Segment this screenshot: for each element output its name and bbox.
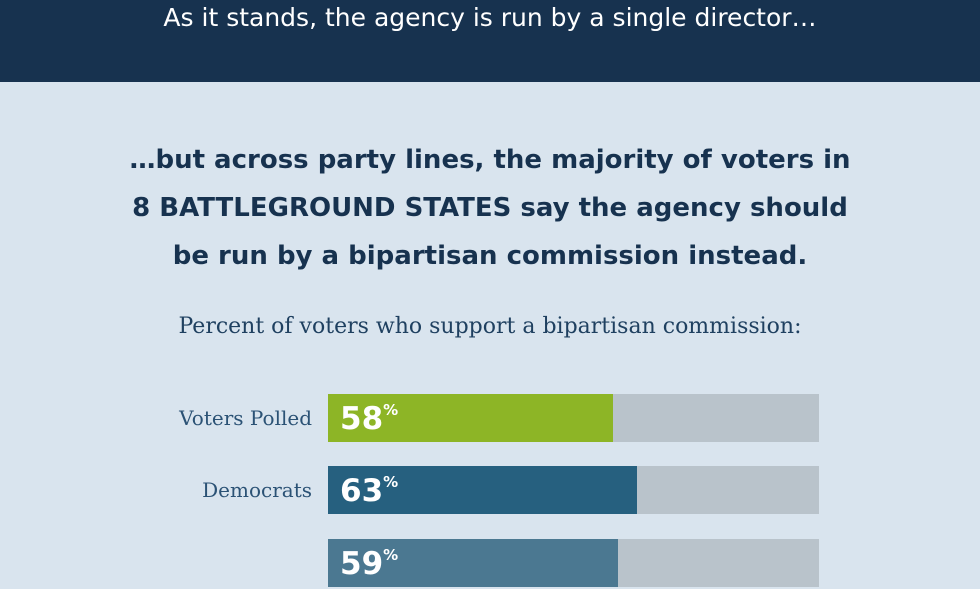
bar-row: Democrats 63%: [0, 466, 980, 514]
headline-line-2-rest: say the agency should: [511, 193, 848, 223]
bar-track: 63%: [328, 466, 819, 514]
headline-line-1: …but across party lines, the majority of…: [129, 145, 851, 175]
headline-emphasis: 8 BATTLEGROUND STATES: [132, 193, 512, 223]
data-label: 63%: [340, 473, 399, 509]
data-label: 58%: [340, 401, 399, 437]
bar-row: 59%: [0, 539, 980, 587]
category-label: Voters Polled: [179, 406, 312, 430]
headline-line-3: be run by a bipartisan commission instea…: [172, 241, 808, 271]
data-label: 59%: [340, 546, 399, 582]
bar-track: 58%: [328, 394, 819, 442]
bar: 58%: [328, 394, 613, 442]
bar-row: Voters Polled 58%: [0, 394, 980, 442]
headline: …but across party lines, the majority of…: [0, 136, 980, 280]
bar-track: 59%: [328, 539, 819, 587]
category-label: Democrats: [202, 478, 312, 502]
header-text: As it stands, the agency is run by a sin…: [163, 3, 817, 32]
headline-line-2: 8 BATTLEGROUND STATES say the agency sho…: [0, 184, 980, 232]
bar: 63%: [328, 466, 637, 514]
chart-title: Percent of voters who support a bipartis…: [178, 314, 802, 339]
bar: 59%: [328, 539, 618, 587]
header-banner: As it stands, the agency is run by a sin…: [0, 0, 980, 82]
